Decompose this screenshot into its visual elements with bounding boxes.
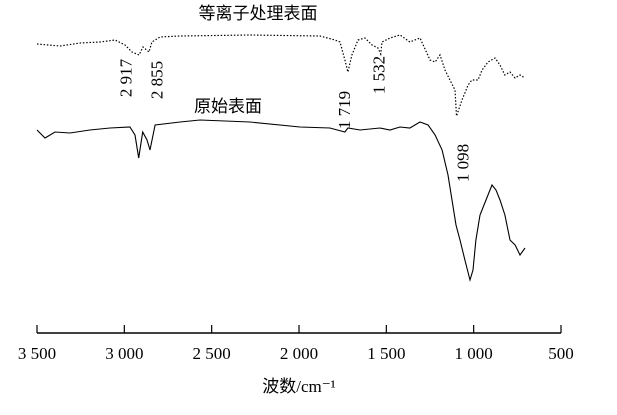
x-tick-label: 1 000	[455, 344, 493, 363]
peak-label: 2 855	[148, 61, 167, 99]
spectrum-line	[36, 34, 526, 117]
x-tick-label: 1 500	[367, 344, 405, 363]
x-tick-label: 2 000	[280, 344, 318, 363]
series-label: 原始表面	[194, 97, 262, 116]
x-tick-label: 3 500	[18, 344, 56, 363]
peak-label: 1 719	[335, 91, 354, 129]
peak-label: 1 532	[370, 56, 389, 94]
peak-label: 2 917	[117, 58, 136, 97]
series-label: 等离子处理表面	[199, 4, 318, 23]
x-tick-label: 2 500	[193, 344, 231, 363]
x-axis-label: 波数/cm⁻¹	[262, 377, 336, 396]
peak-label: 1 098	[453, 144, 472, 182]
x-tick-label: 3 000	[105, 344, 143, 363]
x-tick-label: 500	[548, 344, 574, 363]
spectrum-line	[36, 119, 526, 283]
